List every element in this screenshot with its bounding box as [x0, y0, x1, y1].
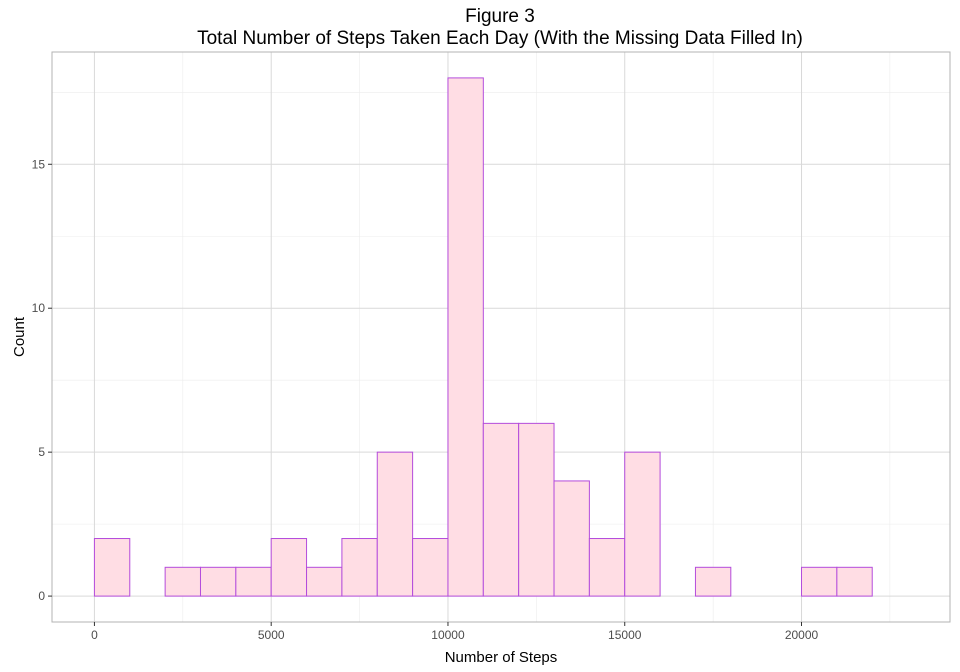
histogram-bar-22 — [836, 566, 873, 597]
histogram-bar-15 — [588, 538, 626, 597]
histogram-bar-14 — [553, 480, 590, 597]
histogram-bar-7 — [306, 566, 343, 597]
x-tick-label: 15000 — [608, 628, 642, 642]
histogram-bar-11 — [447, 77, 484, 597]
histogram-bar-1 — [93, 538, 131, 597]
histogram-bar-21 — [801, 566, 838, 597]
histogram-bar-13 — [518, 422, 555, 597]
histogram-bar-10 — [412, 538, 449, 597]
histogram-bar-18 — [694, 566, 732, 597]
y-tick-label: 0 — [38, 589, 45, 603]
histogram-bar-6 — [270, 538, 308, 597]
histogram-bar-8 — [341, 538, 378, 597]
histogram-bar-3 — [164, 566, 201, 597]
histogram-bar-5 — [235, 566, 272, 597]
y-tick-label: 15 — [32, 157, 46, 171]
y-tick-label: 10 — [32, 301, 46, 315]
x-tick-label: 10000 — [431, 628, 465, 642]
y-tick-label: 5 — [38, 445, 45, 459]
x-tick-label: 20000 — [785, 628, 819, 642]
x-tick-label: 0 — [91, 628, 98, 642]
x-axis-title: Number of Steps — [445, 649, 558, 666]
histogram-bar-9 — [376, 451, 414, 597]
y-axis-title: Count — [11, 316, 28, 357]
histogram-bar-16 — [624, 451, 661, 597]
panel-border — [51, 51, 951, 623]
x-tick-label: 5000 — [258, 628, 285, 642]
histogram-bar-12 — [482, 422, 520, 597]
chart-title: Figure 3 — [465, 6, 535, 27]
chart-subtitle: Total Number of Steps Taken Each Day (Wi… — [197, 28, 803, 49]
histogram-bar-4 — [199, 566, 237, 597]
